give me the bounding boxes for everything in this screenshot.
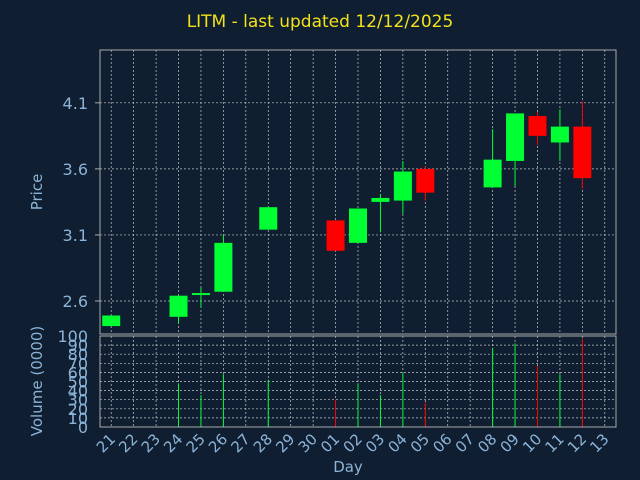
volume-tick-label: 70 — [68, 354, 88, 373]
price-tick-label: 2.6 — [63, 292, 88, 311]
volume-tick-label: 30 — [68, 391, 88, 410]
volume-bars — [178, 338, 583, 427]
axis-labels: 2.63.13.64.10102030405060708090100212223… — [57, 94, 612, 456]
volume-tick-label: 10 — [68, 409, 88, 428]
candles — [102, 101, 592, 327]
candle-body — [550, 126, 569, 143]
candle-body — [483, 159, 502, 188]
price-panel-frame — [99, 49, 617, 335]
candle-body — [214, 242, 233, 292]
candle-body — [169, 295, 188, 317]
x-axis-title: Day — [333, 458, 363, 476]
price-grid — [100, 50, 616, 334]
candle-body — [326, 220, 345, 251]
chart-title: LITM - last updated 12/12/2025 — [186, 12, 454, 32]
candle-body — [528, 116, 547, 136]
price-tick-label: 3.6 — [63, 160, 88, 179]
candle-body — [259, 207, 278, 230]
volume-panel-frame — [99, 335, 617, 428]
volume-tick-label: 0 — [78, 418, 88, 437]
price-tick-label: 4.1 — [63, 94, 88, 113]
price-tick-label: 3.1 — [63, 226, 88, 245]
candle-body — [371, 197, 390, 202]
axes — [95, 49, 617, 428]
volume-tick-label: 80 — [68, 345, 88, 364]
volume-tick-label: 60 — [68, 363, 88, 382]
candle-body — [506, 113, 525, 161]
candle-body — [416, 168, 435, 193]
volume-tick-label: 40 — [68, 382, 88, 401]
y-axis-title: Price — [28, 174, 46, 211]
candle-body — [102, 315, 121, 327]
candle-body — [573, 126, 592, 179]
volume-tick-label: 20 — [68, 400, 88, 419]
volume-tick-label: 90 — [68, 336, 88, 355]
candle-body — [191, 293, 210, 296]
candle-body — [393, 171, 412, 201]
volume-axis-title: Volume (0000) — [28, 326, 46, 436]
candle-body — [349, 208, 367, 243]
volume-tick-label: 100 — [57, 327, 88, 346]
volume-tick-label: 50 — [68, 373, 88, 392]
x-tick-label: 13 — [586, 430, 612, 456]
